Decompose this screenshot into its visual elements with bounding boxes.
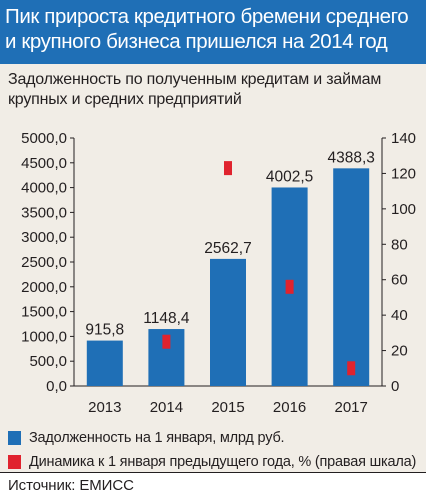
marker-2014: [162, 334, 171, 349]
right-axis-tick-label: 0: [391, 378, 399, 395]
left-axis-tick-label: 3500,0: [21, 204, 67, 221]
bar-value-label-2015: 2562,7: [204, 240, 251, 257]
left-axis-tick-label: 1000,0: [21, 328, 67, 345]
left-axis-tick-label: 1500,0: [21, 304, 67, 321]
right-axis-tick-label: 120: [391, 165, 416, 182]
left-axis-tick-label: 2000,0: [21, 279, 67, 296]
bar-value-label-2016: 4002,5: [266, 168, 313, 185]
x-axis-tick-label: 2016: [273, 399, 306, 416]
legend-swatch-markers: [8, 455, 21, 469]
legend-item-bars: Задолженность на 1 января, млрд руб.: [8, 430, 285, 446]
title-band: [0, 0, 426, 64]
marker-2016: [285, 279, 294, 294]
left-axis-tick-label: 3000,0: [21, 229, 67, 246]
marker-2017: [347, 361, 356, 376]
right-axis-tick-label: 140: [391, 130, 416, 147]
right-axis-tick-label: 60: [391, 272, 408, 289]
left-axis-tick-label: 5000,0: [21, 130, 67, 147]
legend-label-bars: Задолженность на 1 января, млрд руб.: [29, 430, 285, 446]
bar-2015: [210, 258, 246, 386]
legend-item-markers: Динамика к 1 января предыдущего года, % …: [8, 454, 416, 470]
x-axis-tick-label: 2015: [211, 399, 244, 416]
bar-2017: [333, 168, 370, 386]
left-axis-tick-label: 4000,0: [21, 180, 67, 197]
bar-2013: [86, 340, 123, 386]
bar-value-label-2014: 1148,4: [143, 310, 190, 327]
x-axis-tick-label: 2014: [150, 399, 183, 416]
left-axis-tick-label: 4500,0: [21, 155, 67, 172]
right-axis-tick-label: 20: [391, 343, 408, 360]
bar-value-label-2017: 4388,3: [327, 149, 374, 166]
left-axis-tick-label: 2500,0: [21, 254, 67, 271]
bar-value-label-2013: 915,8: [85, 322, 124, 339]
x-axis-tick-label: 2017: [335, 399, 368, 416]
legend-swatch-bars: [8, 431, 21, 445]
chart-subtitle: Задолженность по полученным кредитам и з…: [8, 71, 382, 108]
source-divider: [0, 472, 426, 473]
source-note: Источник: ЕМИСС: [8, 477, 134, 494]
right-axis-tick-label: 40: [391, 307, 408, 324]
right-axis-tick-label: 80: [391, 236, 408, 253]
legend-label-markers: Динамика к 1 января предыдущего года, % …: [29, 454, 417, 470]
x-axis-tick-label: 2013: [88, 399, 121, 416]
chart-title: Пик прироста кредитного бремени среднего…: [5, 5, 409, 53]
left-axis-tick-label: 500,0: [29, 353, 67, 370]
left-axis-tick-label: 0,0: [46, 378, 67, 395]
right-axis-tick-label: 100: [391, 201, 416, 218]
marker-2015: [224, 161, 232, 176]
